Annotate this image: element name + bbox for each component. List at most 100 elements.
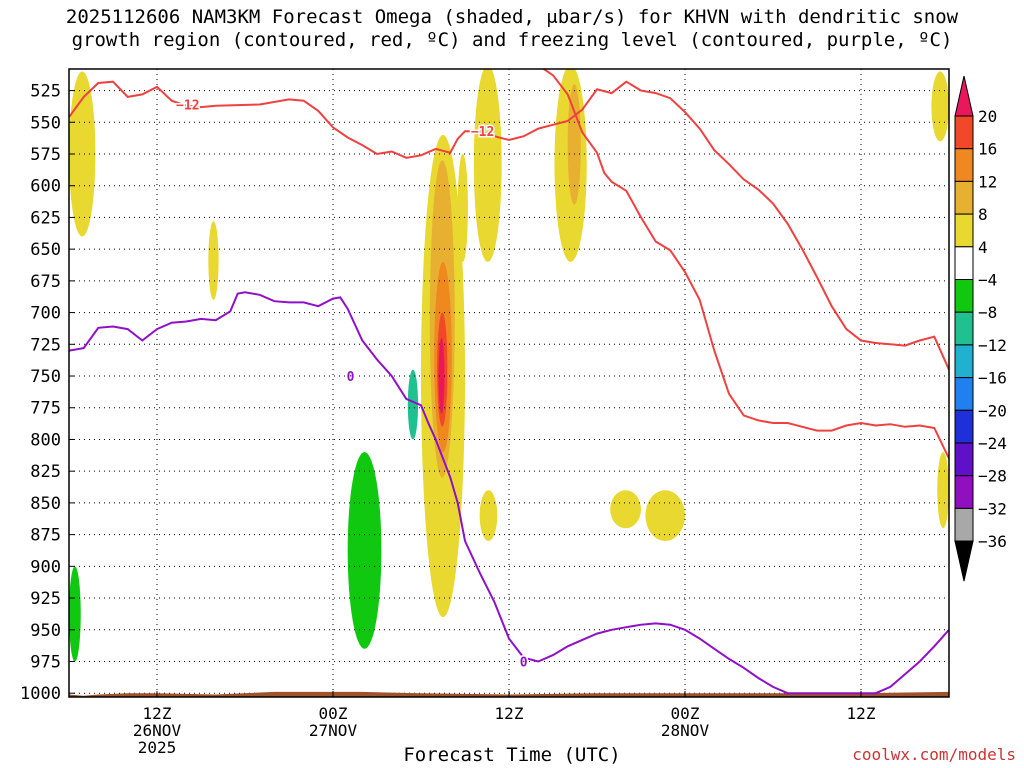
x-axis-title: Forecast Time (UTC) xyxy=(403,744,621,766)
dgz-contour-lower xyxy=(542,69,949,459)
colorbar-bin-last xyxy=(954,507,974,542)
omega-region-25 xyxy=(381,401,407,592)
y-tick-label-1000: 1000 xyxy=(20,684,61,704)
colorbar-label-3: 8 xyxy=(978,205,988,224)
y-axis: 525 550 575 600 625 650 675 700 725 750 775 800 825 8… xyxy=(20,82,75,704)
colorbar-bin-12 xyxy=(954,475,974,509)
omega-region-10 xyxy=(567,84,581,205)
chart-title-line-1: 2025112606 NAM3KM Forecast Omega (shaded… xyxy=(65,6,959,28)
colorbar-label-6: −8 xyxy=(978,303,997,322)
y-tick-label-550: 550 xyxy=(30,113,61,133)
omega-shading xyxy=(69,69,949,675)
omega-region-15 xyxy=(931,71,949,142)
omega-region-14 xyxy=(937,452,949,529)
omega-region-28 xyxy=(393,69,398,186)
colorbar-bin-6 xyxy=(954,279,974,313)
y-tick-label-650: 650 xyxy=(30,240,61,260)
y-tick-label-850: 850 xyxy=(30,494,61,514)
colorbar-label-4: 4 xyxy=(978,238,988,257)
chart-title-line-2: growth region (contoured, red, ºC) and f… xyxy=(71,29,953,51)
x-tick-label-6: 12Z xyxy=(143,704,172,723)
colorbar-bin-10 xyxy=(954,409,974,444)
y-tick-label-950: 950 xyxy=(30,621,61,641)
freezing-contour xyxy=(69,291,949,695)
y-tick-label-725: 725 xyxy=(30,335,61,355)
site-credit: coolwx.com/models xyxy=(852,745,1016,764)
omega-region-1 xyxy=(208,221,219,300)
colorbar-label-10: −24 xyxy=(978,434,1007,453)
omega-region-13 xyxy=(645,490,685,541)
y-tick-label-750: 750 xyxy=(30,367,61,387)
colorbar-label-13: −36 xyxy=(978,532,1007,551)
omega-region-17 xyxy=(69,566,81,662)
x-tick-label-30: 12Z xyxy=(495,704,524,723)
colorbar-bottom-arrow xyxy=(954,540,974,582)
omega-region-6 xyxy=(438,337,445,415)
colorbar-label-7: −12 xyxy=(978,336,1007,355)
colorbar-label-8: −16 xyxy=(978,369,1007,388)
y-tick-label-675: 675 xyxy=(30,272,61,292)
y-tick-label-625: 625 xyxy=(30,208,61,228)
colorbar-bin-7 xyxy=(954,311,974,346)
y-tick-label-775: 775 xyxy=(30,399,61,419)
x-tick-label-42: 00Z xyxy=(671,704,700,723)
dgz-contour-upper xyxy=(69,80,949,371)
colorbar-bin-4 xyxy=(954,213,974,248)
colorbar-bin-5 xyxy=(954,246,974,281)
y-tick-label-825: 825 xyxy=(30,462,61,482)
omega-region-30 xyxy=(906,312,930,453)
y-tick-label-900: 900 xyxy=(30,557,61,577)
y-tick-label-575: 575 xyxy=(30,145,61,165)
x-date-label-18: 27NOV xyxy=(309,721,358,740)
colorbar-label-9: −20 xyxy=(978,401,1007,420)
omega-region-18 xyxy=(77,287,93,415)
colorbar-label-1: 16 xyxy=(978,140,997,159)
omega-region-27 xyxy=(407,369,419,440)
omega-region-20 xyxy=(268,306,279,383)
plot-frame xyxy=(68,68,950,698)
omega-region-0 xyxy=(69,71,96,237)
colorbar-label-5: −4 xyxy=(978,271,997,290)
colorbar-legend: 20 16 12 8 4 −4 −8 −12 −16 −20 −24 −28 −32 −36 xyxy=(954,75,1007,582)
dgz-label-left: −12 xyxy=(176,99,199,114)
omega-region-21 xyxy=(302,471,323,535)
omega-region-24 xyxy=(347,452,382,649)
omega-region-19 xyxy=(189,458,206,548)
x-tick-label-18: 00Z xyxy=(319,704,348,723)
colorbar-label-0: 20 xyxy=(978,107,997,126)
y-tick-label-875: 875 xyxy=(30,526,61,546)
x-date-label-42: 28NOV xyxy=(661,721,710,740)
colorbar-label-12: −32 xyxy=(978,499,1007,518)
colorbar-top-arrow xyxy=(954,75,974,117)
omega-region-29 xyxy=(601,407,606,453)
omega-region-12 xyxy=(610,490,641,529)
x-date-label-6: 26NOV xyxy=(133,721,182,740)
y-tick-label-975: 975 xyxy=(30,652,61,672)
colorbar-bin-2 xyxy=(954,148,974,182)
colorbar-bin-1 xyxy=(954,115,974,150)
x-year-label-6: 2025 xyxy=(138,738,177,757)
colorbar-bin-11 xyxy=(954,442,974,477)
y-tick-label-700: 700 xyxy=(30,304,61,324)
x-tick-label-54: 12Z xyxy=(847,704,876,723)
freezing-label-left: 0 xyxy=(347,370,355,385)
colorbar-bin-9 xyxy=(954,377,974,411)
y-tick-label-800: 800 xyxy=(30,430,61,450)
grid-lines xyxy=(69,69,949,697)
y-tick-label-600: 600 xyxy=(30,177,61,197)
dgz-label-right: −12 xyxy=(471,125,494,140)
colorbar-label-2: 12 xyxy=(978,172,997,191)
omega-region-11 xyxy=(479,490,498,541)
y-tick-label-925: 925 xyxy=(30,589,61,609)
omega-region-31 xyxy=(940,540,949,675)
colorbar-bin-3 xyxy=(954,180,974,215)
colorbar-bin-8 xyxy=(954,344,974,379)
omega-region-8 xyxy=(473,69,502,262)
omega-region-7 xyxy=(457,154,468,262)
colorbar-label-11: −28 xyxy=(978,467,1007,486)
contour-lines: −12 −12 0 0 xyxy=(69,69,949,695)
freezing-label-right: 0 xyxy=(520,655,528,670)
y-tick-label-525: 525 xyxy=(30,82,61,102)
